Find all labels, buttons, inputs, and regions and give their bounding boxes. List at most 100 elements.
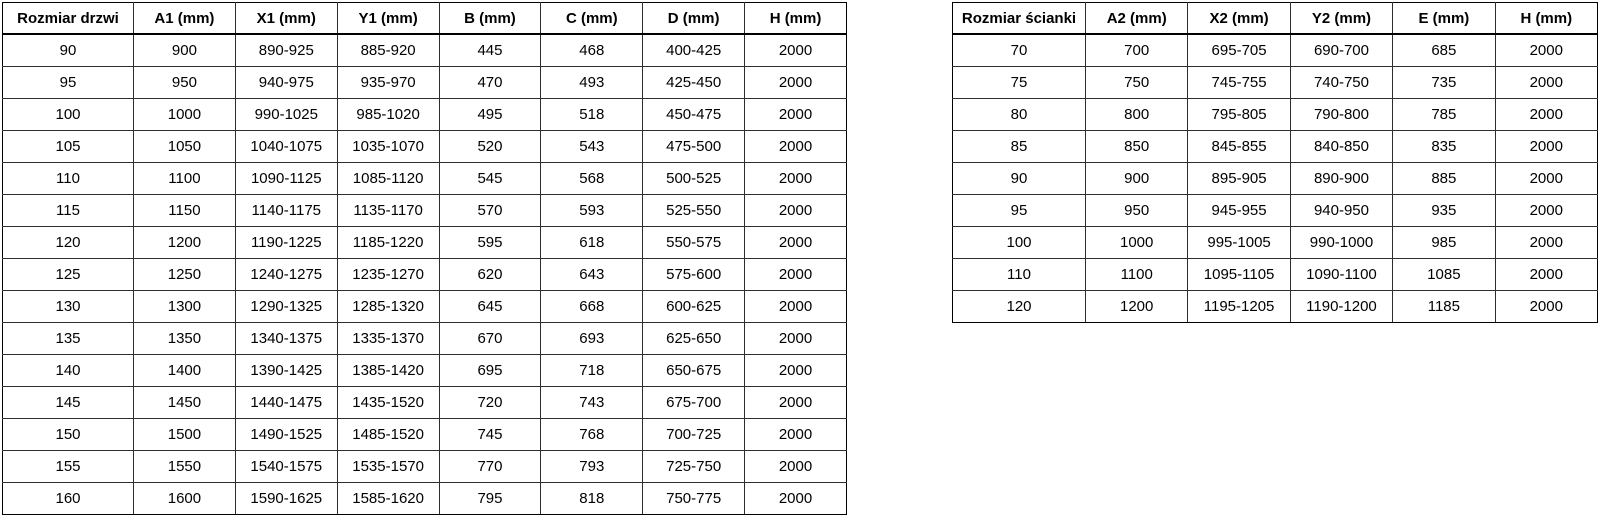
table-cell: 1135-1170 <box>336 194 440 227</box>
column-header: H (mm) <box>744 2 847 35</box>
table-cell: 2000 <box>744 386 847 419</box>
door-dimensions-table: Rozmiar drzwi A1 (mm) X1 (mm) Y1 (mm) B (mm)… <box>2 2 847 515</box>
table-cell: 940-975 <box>234 66 338 99</box>
table-row: 150 1500 1490-1525 1485-1520 745 768 700-725 20… <box>2 418 847 451</box>
table-cell: 668 <box>540 290 644 323</box>
table-cell: 1585-1620 <box>336 482 440 515</box>
header-row: Rozmiar ścianki A2 (mm) X2 (mm) Y2 (mm) E (m… <box>952 2 1599 35</box>
table-row: 105 1050 1040-1075 1035-1070 520 543 475-500 20… <box>2 130 847 163</box>
table-cell: 1000 <box>1084 226 1189 259</box>
table-cell: 795 <box>438 482 542 515</box>
table-cell: 2000 <box>1494 98 1599 131</box>
table-cell: 1485-1520 <box>336 418 440 451</box>
table-cell: 650-675 <box>642 354 746 387</box>
table-cell: 885 <box>1392 162 1496 195</box>
table-cell: 1390-1425 <box>234 354 338 387</box>
table-row: 115 1150 1140-1175 1135-1170 570 593 525-550 20… <box>2 194 847 227</box>
table-cell: 468 <box>540 33 644 67</box>
table-cell: 695-705 <box>1187 33 1291 67</box>
column-header: D (mm) <box>642 2 746 35</box>
table-cell: 1340-1375 <box>234 322 338 355</box>
table-row: 75 750 745-755 740-750 735 2000 <box>952 66 1599 99</box>
table-cell: 890-900 <box>1289 162 1394 195</box>
table-cell: 940-950 <box>1289 194 1394 227</box>
table-cell: 745-755 <box>1187 66 1291 99</box>
table-cell: 1185 <box>1392 290 1496 323</box>
table-cell: 795-805 <box>1187 98 1291 131</box>
table-cell: 995-1005 <box>1187 226 1291 259</box>
table-cell: 1195-1205 <box>1187 290 1291 323</box>
table-cell: 1100 <box>133 162 236 195</box>
table-row: 140 1400 1390-1425 1385-1420 695 718 650-675 20… <box>2 354 847 387</box>
table-cell: 75 <box>952 66 1086 99</box>
table-cell: 885-920 <box>336 33 440 67</box>
table-cell: 105 <box>2 130 134 163</box>
table-cell: 543 <box>540 130 644 163</box>
table-cell: 1550 <box>133 450 236 483</box>
table-cell: 1590-1625 <box>234 482 338 515</box>
table-cell: 693 <box>540 322 644 355</box>
table-cell: 1100 <box>1084 258 1189 291</box>
table-cell: 2000 <box>744 450 847 483</box>
table-cell: 1090-1125 <box>234 162 338 195</box>
table-cell: 425-450 <box>642 66 746 99</box>
table-row: 110 1100 1095-1105 1090-1100 1085 2000 <box>952 258 1599 291</box>
table-cell: 2000 <box>1494 130 1599 163</box>
table-cell: 575-600 <box>642 258 746 291</box>
table-cell: 120 <box>952 290 1086 323</box>
table-cell: 550-575 <box>642 226 746 259</box>
table-cell: 1000 <box>133 98 236 131</box>
table-cell: 2000 <box>744 418 847 451</box>
table-cell: 593 <box>540 194 644 227</box>
table-cell: 700 <box>1084 33 1189 67</box>
table-cell: 135 <box>2 322 134 355</box>
table-row: 135 1350 1340-1375 1335-1370 670 693 625-650 20… <box>2 322 847 355</box>
column-header: Rozmiar ścianki <box>952 2 1086 35</box>
table-row: 130 1300 1290-1325 1285-1320 645 668 600-625 20… <box>2 290 847 323</box>
table-cell: 818 <box>540 482 644 515</box>
table-cell: 990-1000 <box>1289 226 1394 259</box>
table-cell: 1185-1220 <box>336 226 440 259</box>
table-cell: 725-750 <box>642 450 746 483</box>
table-cell: 718 <box>540 354 644 387</box>
table-cell: 1190-1225 <box>234 226 338 259</box>
table-cell: 2000 <box>744 194 847 227</box>
table-cell: 1085 <box>1392 258 1496 291</box>
column-header: A2 (mm) <box>1084 2 1189 35</box>
table-cell: 2000 <box>744 482 847 515</box>
table-cell: 1235-1270 <box>336 258 440 291</box>
table-cell: 595 <box>438 226 542 259</box>
table-cell: 2000 <box>744 66 847 99</box>
table-cell: 743 <box>540 386 644 419</box>
column-header: Y1 (mm) <box>336 2 440 35</box>
table-cell: 125 <box>2 258 134 291</box>
table-row: 160 1600 1590-1625 1585-1620 795 818 750-775 20… <box>2 482 847 515</box>
table-cell: 85 <box>952 130 1086 163</box>
table-cell: 2000 <box>744 226 847 259</box>
wall-panel-dimensions-table: Rozmiar ścianki A2 (mm) X2 (mm) Y2 (mm) E (m… <box>952 2 1599 323</box>
table-row: 95 950 945-955 940-950 935 2000 <box>952 194 1599 227</box>
table-cell: 130 <box>2 290 134 323</box>
table-cell: 500-525 <box>642 162 746 195</box>
table-cell: 1435-1520 <box>336 386 440 419</box>
table-cell: 985-1020 <box>336 98 440 131</box>
table-cell: 1500 <box>133 418 236 451</box>
column-header: A1 (mm) <box>133 2 236 35</box>
table-cell: 845-855 <box>1187 130 1291 163</box>
table-cell: 470 <box>438 66 542 99</box>
table-cell: 750-775 <box>642 482 746 515</box>
table-row: 145 1450 1440-1475 1435-1520 720 743 675-700 20… <box>2 386 847 419</box>
table-row: 85 850 845-855 840-850 835 2000 <box>952 130 1599 163</box>
table-cell: 800 <box>1084 98 1189 131</box>
table-cell: 740-750 <box>1289 66 1394 99</box>
table-cell: 900 <box>1084 162 1189 195</box>
table-cell: 140 <box>2 354 134 387</box>
table-cell: 950 <box>1084 194 1189 227</box>
table-cell: 2000 <box>1494 258 1599 291</box>
table-cell: 1540-1575 <box>234 450 338 483</box>
table-cell: 520 <box>438 130 542 163</box>
table-cell: 100 <box>952 226 1086 259</box>
table-cell: 100 <box>2 98 134 131</box>
table-cell: 150 <box>2 418 134 451</box>
table-cell: 1035-1070 <box>336 130 440 163</box>
